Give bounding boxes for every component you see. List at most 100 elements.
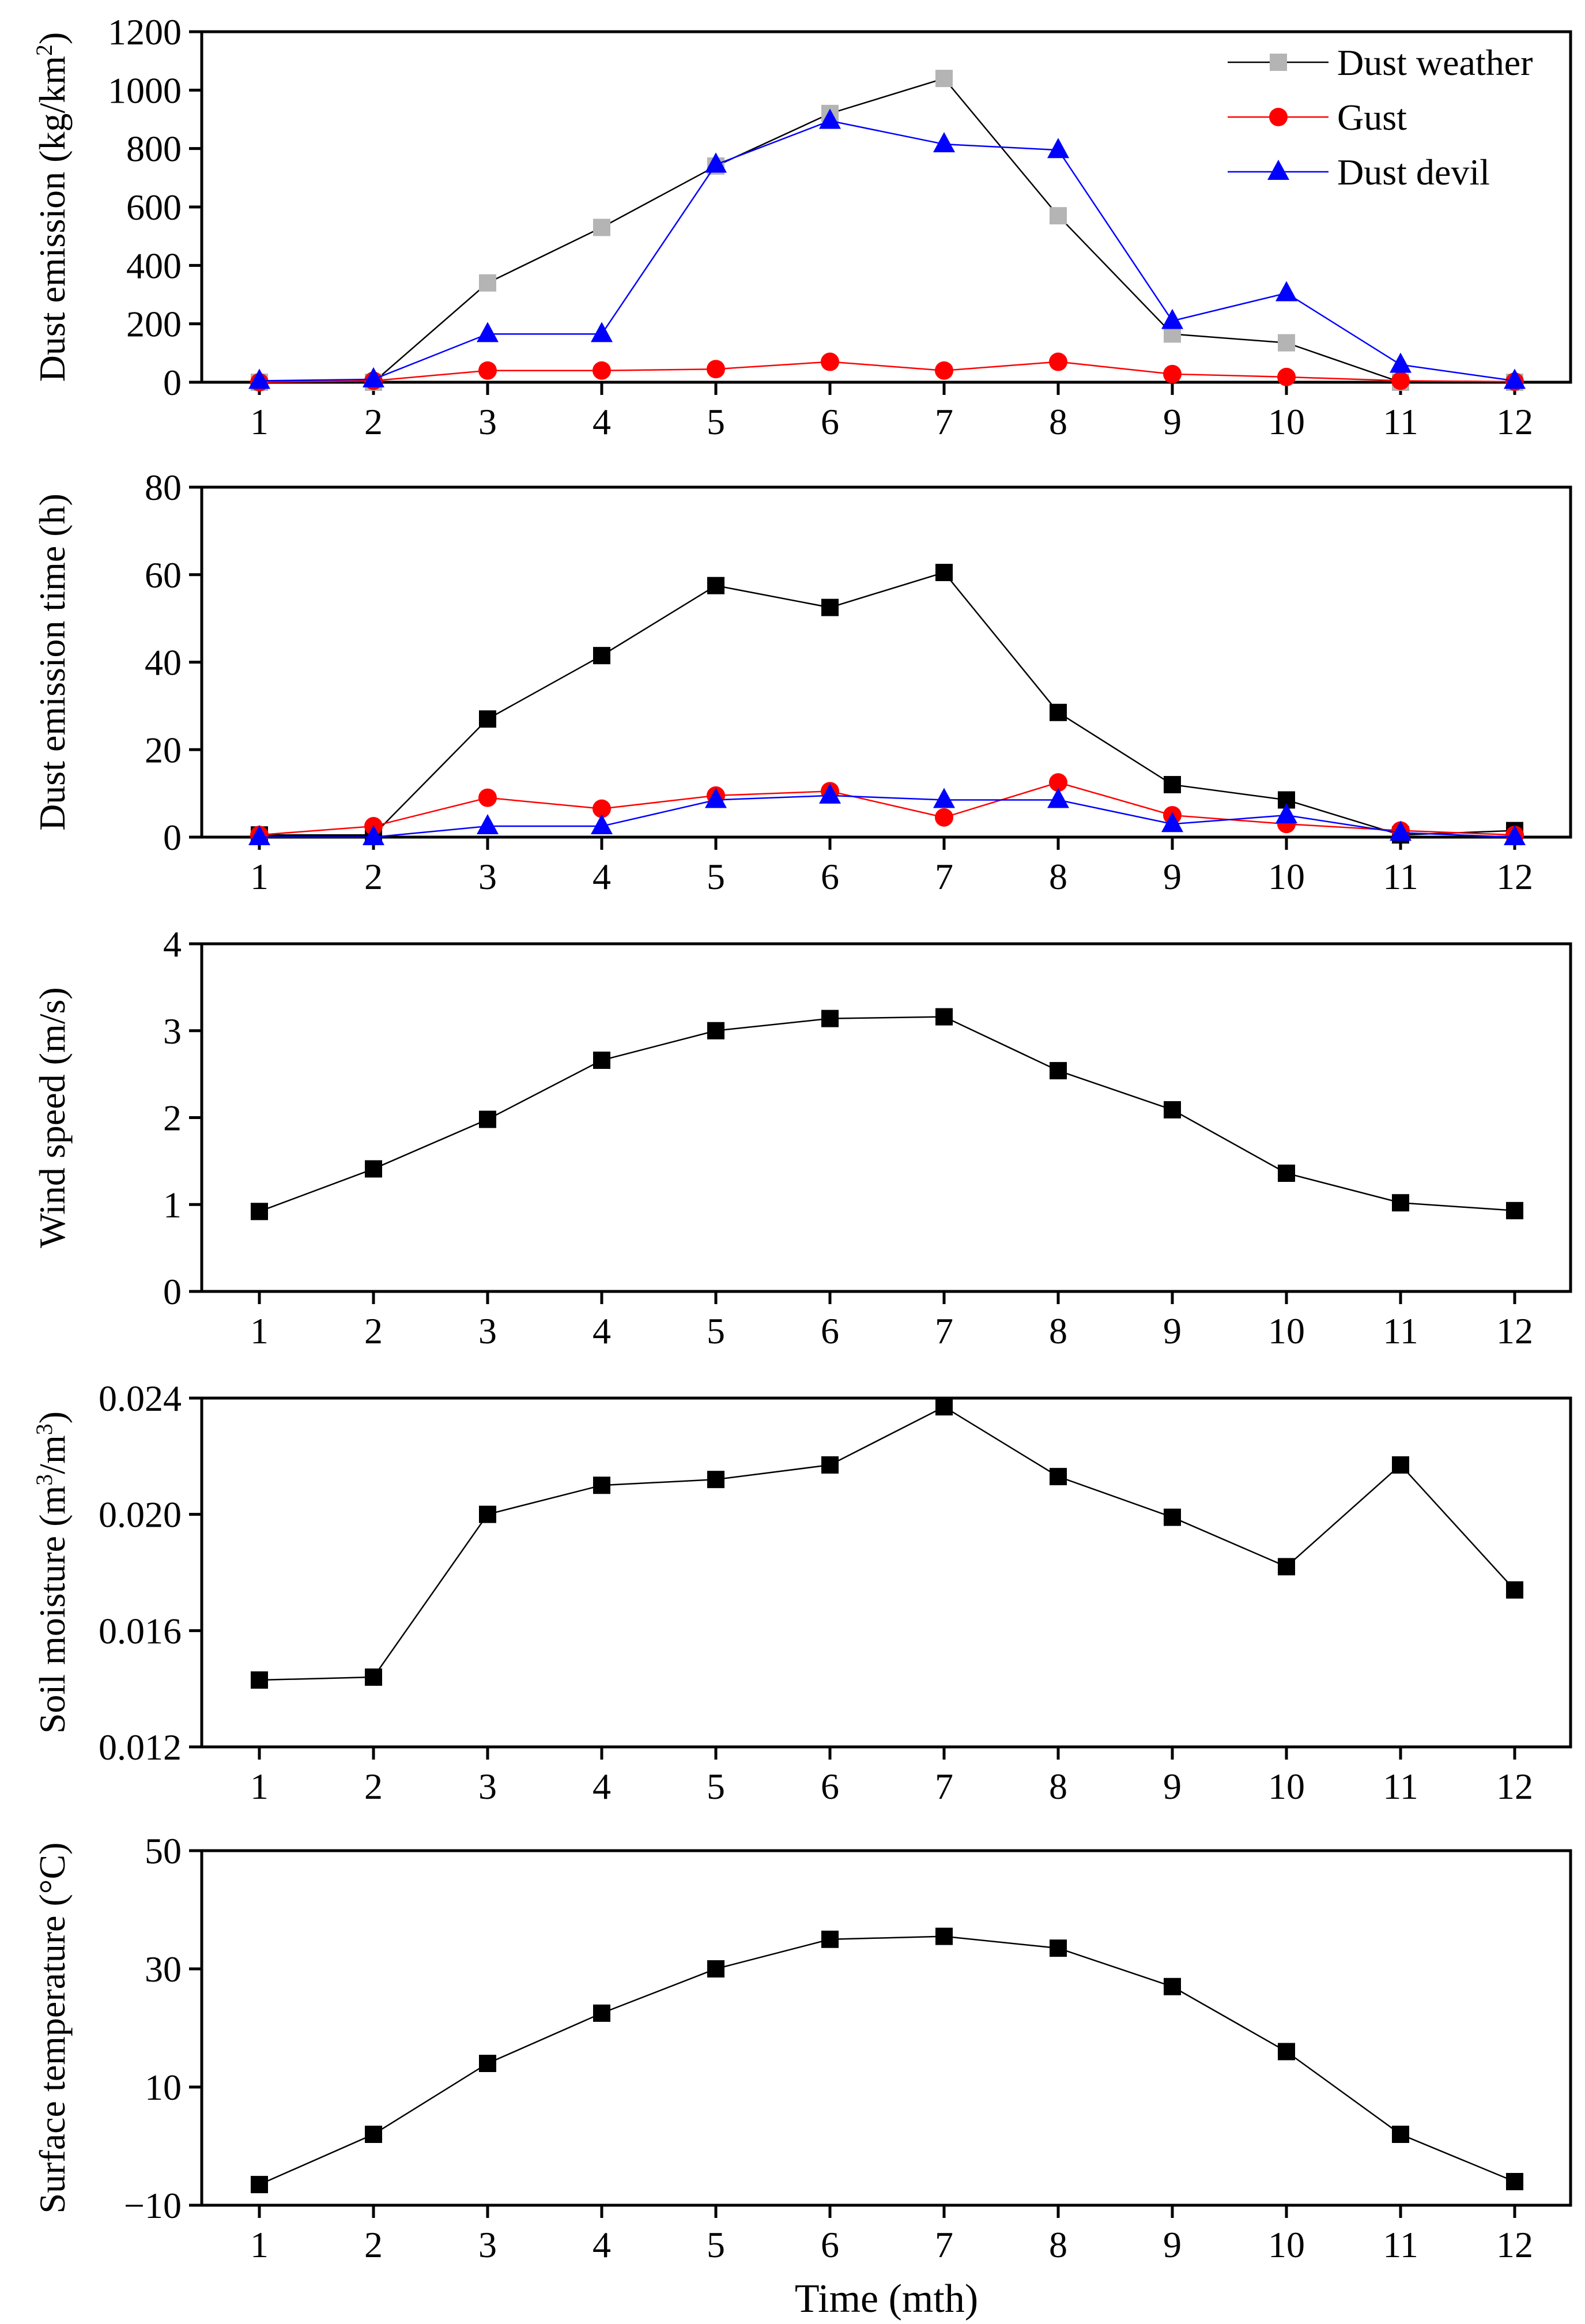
x-tick-label: 12 bbox=[1496, 401, 1533, 442]
y-tick-label: 0 bbox=[163, 1271, 182, 1312]
y-tick-label: 200 bbox=[126, 304, 182, 345]
x-tick-label: 2 bbox=[364, 1310, 383, 1351]
y-axis-title: Dust emission time (h) bbox=[32, 494, 73, 831]
series-dust-weather bbox=[251, 563, 1523, 844]
x-tick-label: 2 bbox=[364, 1766, 383, 1807]
x-tick-label: 5 bbox=[707, 401, 725, 442]
data-point bbox=[935, 70, 953, 88]
series-line bbox=[259, 1935, 1515, 2186]
x-tick-label: 11 bbox=[1383, 1310, 1418, 1351]
data-point bbox=[821, 598, 839, 616]
x-tick-label: 4 bbox=[593, 401, 611, 442]
x-tick-label: 8 bbox=[1049, 1310, 1067, 1351]
data-point bbox=[1278, 1164, 1295, 1182]
data-point bbox=[1506, 1581, 1523, 1599]
data-point bbox=[935, 808, 953, 827]
legend-marker bbox=[1270, 54, 1287, 71]
y-tick-label: 60 bbox=[145, 555, 182, 596]
y-tick-label: 50 bbox=[145, 1830, 182, 1871]
data-point bbox=[251, 2176, 268, 2194]
x-tick-label: 8 bbox=[1049, 1766, 1067, 1807]
data-point bbox=[1050, 1062, 1067, 1080]
x-tick-label: 11 bbox=[1383, 856, 1418, 897]
data-point bbox=[1390, 820, 1412, 841]
x-tick-label: 6 bbox=[821, 2224, 839, 2265]
x-tick-label: 4 bbox=[593, 1310, 611, 1351]
data-point bbox=[479, 1110, 496, 1128]
x-tick-label: 7 bbox=[935, 1766, 953, 1807]
y-tick-label: 1 bbox=[163, 1184, 182, 1225]
x-tick-label: 7 bbox=[935, 401, 953, 442]
x-tick-label: 4 bbox=[593, 856, 611, 897]
data-point bbox=[819, 783, 841, 804]
y-axis-title-part: ) bbox=[32, 32, 73, 44]
data-point bbox=[1047, 138, 1069, 159]
y-tick-label: 0 bbox=[163, 817, 182, 858]
x-tick-label: 6 bbox=[821, 856, 839, 897]
data-point bbox=[478, 361, 497, 380]
x-tick-label: 9 bbox=[1163, 2224, 1182, 2265]
x-tick-label: 11 bbox=[1383, 2224, 1418, 2265]
data-point bbox=[1164, 1508, 1181, 1526]
series-gust bbox=[250, 773, 1524, 845]
x-tick-label: 3 bbox=[478, 1766, 497, 1807]
data-point bbox=[1506, 1201, 1523, 1219]
data-point bbox=[251, 1203, 268, 1221]
data-point bbox=[1392, 1456, 1409, 1474]
y-tick-label: 0.024 bbox=[99, 1378, 182, 1419]
x-tick-label: 11 bbox=[1383, 401, 1418, 442]
data-point bbox=[593, 1476, 610, 1494]
data-point bbox=[479, 2055, 496, 2072]
y-tick-label: 1200 bbox=[108, 12, 182, 52]
data-point bbox=[1163, 364, 1182, 383]
x-tick-label: 12 bbox=[1496, 856, 1533, 897]
y-axis-title-part: ) bbox=[32, 1411, 73, 1423]
y-tick-label: 4 bbox=[163, 924, 182, 965]
x-tick-label: 8 bbox=[1049, 856, 1067, 897]
data-point bbox=[593, 219, 610, 236]
x-tick-label: 3 bbox=[478, 1310, 497, 1351]
legend-marker bbox=[1267, 160, 1289, 180]
data-point bbox=[1050, 1468, 1067, 1486]
data-point bbox=[478, 788, 497, 807]
x-tick-label: 10 bbox=[1268, 856, 1305, 897]
data-point bbox=[707, 1022, 724, 1039]
x-tick-label: 2 bbox=[364, 856, 383, 897]
data-point bbox=[707, 1471, 724, 1489]
plot-frame bbox=[200, 942, 1572, 1293]
data-point bbox=[821, 1010, 839, 1027]
x-tick-label: 6 bbox=[821, 1310, 839, 1351]
legend: Dust weather Gust Dust devil bbox=[1228, 42, 1533, 193]
data-point bbox=[707, 1960, 724, 1978]
y-axis-title: Wind speed (m/s) bbox=[32, 987, 73, 1248]
y-tick-label: 400 bbox=[126, 245, 182, 286]
y-tick-label: 600 bbox=[126, 187, 182, 228]
data-point bbox=[363, 825, 384, 845]
x-tick-label: 10 bbox=[1268, 1766, 1305, 1807]
data-point bbox=[593, 647, 610, 665]
plot-frame bbox=[200, 1396, 1572, 1749]
data-point bbox=[1278, 334, 1295, 352]
series-line bbox=[259, 1406, 1515, 1681]
x-tick-label: 5 bbox=[707, 1310, 725, 1351]
data-point bbox=[479, 710, 496, 728]
y-axis-title: Dust emission (kg/km2) bbox=[31, 32, 73, 382]
x-tick-label: 5 bbox=[707, 1766, 725, 1807]
series-line bbox=[259, 1016, 1515, 1212]
y-axis-title: Soil moisture (m3/m3) bbox=[31, 1411, 73, 1734]
x-tick-label: 10 bbox=[1268, 2224, 1305, 2265]
x-tick-label: 1 bbox=[250, 856, 269, 897]
y-tick-label: 2 bbox=[163, 1098, 182, 1139]
y-tick-label: 0.016 bbox=[99, 1610, 182, 1651]
data-point bbox=[1391, 371, 1410, 390]
y-tick-label: 0.012 bbox=[99, 1727, 182, 1768]
data-point bbox=[1161, 812, 1183, 833]
data-point bbox=[591, 814, 613, 835]
data-point bbox=[248, 368, 270, 389]
x-tick-label: 1 bbox=[250, 2224, 269, 2265]
x-tick-label: 7 bbox=[935, 856, 953, 897]
data-point bbox=[1504, 825, 1526, 845]
